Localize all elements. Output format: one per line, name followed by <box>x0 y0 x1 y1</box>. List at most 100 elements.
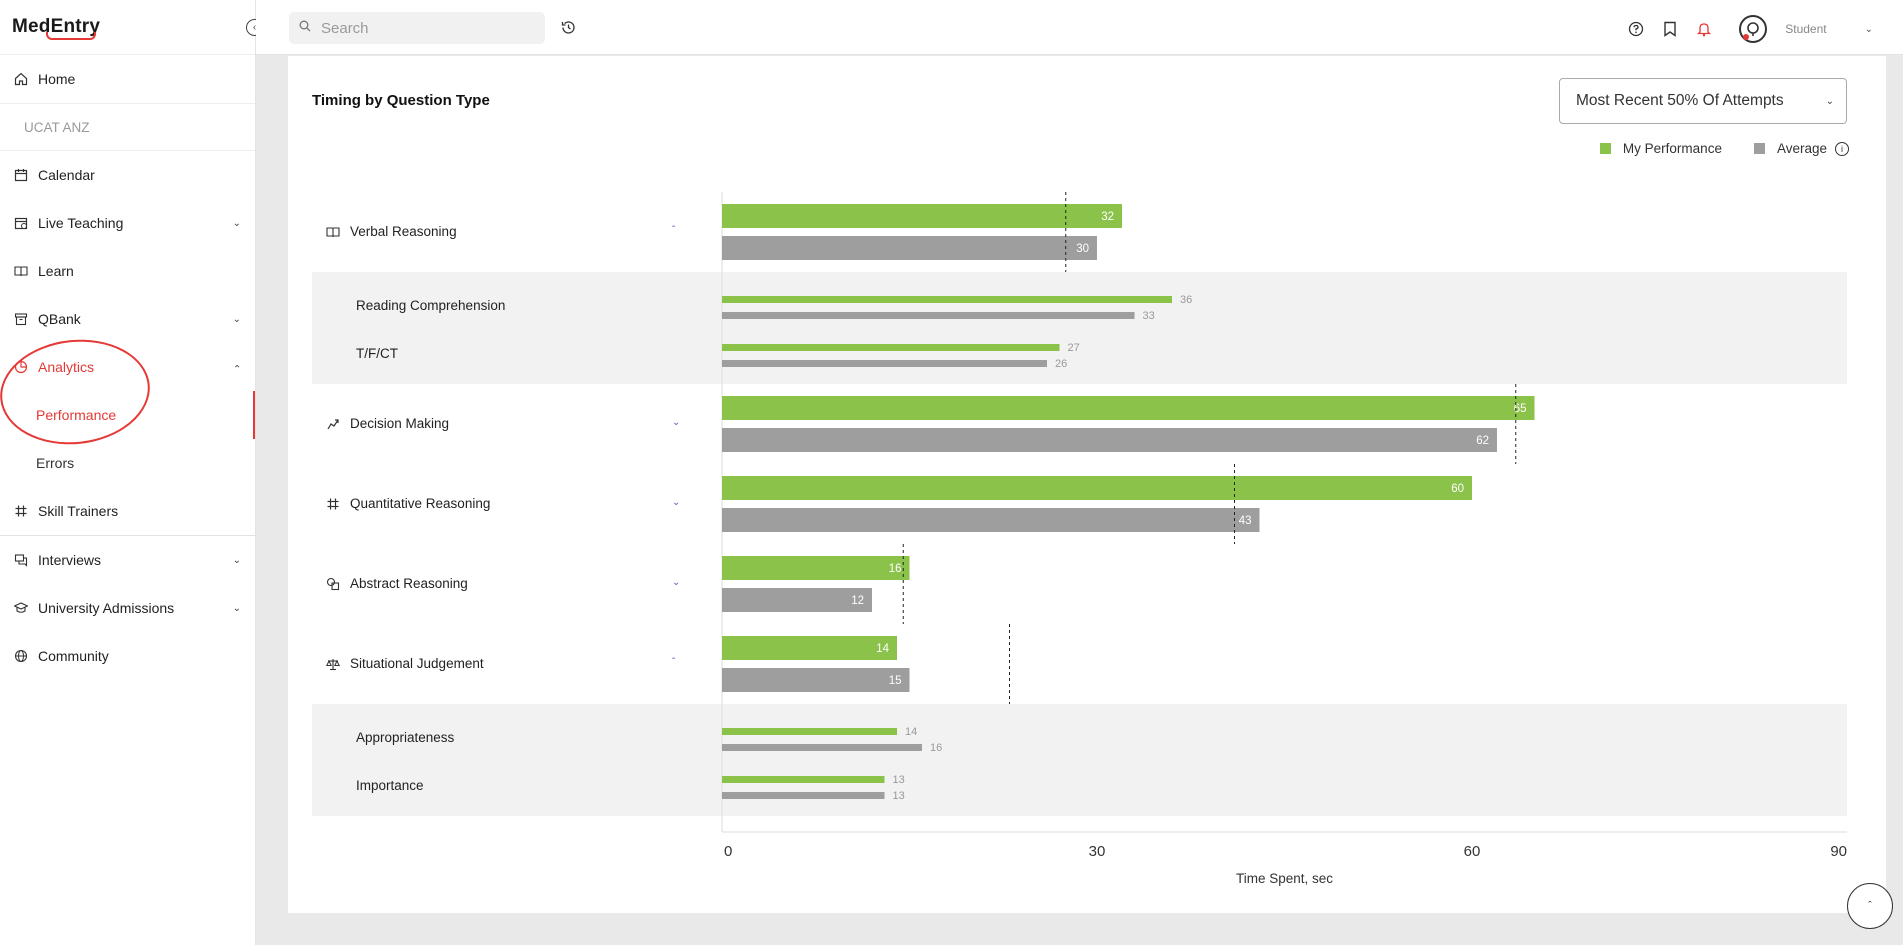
calendar-icon <box>13 167 29 183</box>
topbar: Student ⌄ <box>256 0 1903 55</box>
scales-icon <box>326 657 340 671</box>
sidebar-item-label: Skill Trainers <box>38 503 119 519</box>
legend-label-mine: My Performance <box>1622 141 1722 156</box>
logo[interactable]: MedEntry <box>12 16 101 37</box>
chevron-down-icon[interactable]: ⌄ <box>672 497 681 508</box>
sidebar-subitem-errors[interactable]: Errors <box>0 439 255 487</box>
row-label[interactable]: Abstract Reasoning <box>326 576 468 591</box>
bar-label-mine: 32 <box>1101 211 1114 223</box>
row-label[interactable]: Decision Making <box>326 416 449 431</box>
bar-label-average: 12 <box>851 595 864 607</box>
history-icon[interactable] <box>560 19 577 36</box>
bar-average <box>722 588 872 612</box>
chevron-up-icon[interactable]: ˆ <box>672 225 676 236</box>
sidebar-item-label: Home <box>38 71 76 87</box>
subcategory-label: Appropriateness <box>356 730 455 745</box>
sidebar-item-community[interactable]: Community <box>0 632 255 680</box>
chevron-up-icon[interactable]: ˆ <box>672 657 676 668</box>
chevron-up-icon[interactable]: ⌄ <box>232 361 241 373</box>
subbar-mine <box>722 344 1060 351</box>
dropdown-value: Most Recent 50% Of Attempts <box>1576 92 1784 109</box>
decision-icon <box>326 417 340 431</box>
row-label[interactable]: Situational Judgement <box>326 656 484 671</box>
hash-icon <box>13 503 29 519</box>
row-label[interactable]: Verbal Reasoning <box>326 224 457 239</box>
sidebar-item-live-teaching[interactable]: Live Teaching ⌄ <box>0 199 255 247</box>
sidebar-divider <box>0 535 255 536</box>
help-icon[interactable] <box>1627 20 1645 38</box>
sidebar-item-home[interactable]: Home <box>0 55 255 103</box>
bar-average <box>722 428 1497 452</box>
sidebar: MedEntry Home UCAT ANZ Calendar Live Tea… <box>0 0 256 945</box>
bar-average <box>722 668 910 692</box>
sidebar-subitem-performance[interactable]: Performance <box>0 391 255 439</box>
bar-label-mine: 60 <box>1451 483 1464 495</box>
subbar-mine <box>722 776 885 783</box>
sidebar-item-learn[interactable]: Learn <box>0 247 255 295</box>
chevron-left-icon: ‹ <box>252 22 257 33</box>
user-name[interactable]: Student <box>1785 22 1827 36</box>
chevron-down-icon[interactable]: ⌄ <box>672 577 681 588</box>
bar-label-average: 43 <box>1239 515 1252 527</box>
subbar-average <box>722 744 922 751</box>
sidebar-item-skill-trainers[interactable]: Skill Trainers <box>0 487 255 535</box>
chevron-down-icon[interactable]: ⌄ <box>1864 23 1873 35</box>
row-label-text: Verbal Reasoning <box>350 224 457 239</box>
info-icon[interactable]: i <box>1835 141 1849 156</box>
chevron-up-icon: ˆ <box>1868 900 1872 912</box>
chevron-down-icon[interactable]: ⌄ <box>232 554 241 566</box>
search-input[interactable] <box>321 19 521 37</box>
sidebar-item-qbank[interactable]: QBank ⌄ <box>0 295 255 343</box>
legend-item-mine: My Performance <box>1599 141 1722 156</box>
row-label-text: Situational Judgement <box>350 656 484 671</box>
chevron-down-icon[interactable]: ⌄ <box>672 417 681 428</box>
bar-average <box>722 236 1097 260</box>
sidebar-item-label: Live Teaching <box>38 215 124 231</box>
book-icon <box>326 225 340 239</box>
chat-icon <box>13 552 29 568</box>
bar-average <box>722 508 1260 532</box>
row-label[interactable]: Quantitative Reasoning <box>326 496 490 511</box>
row-label-text: Decision Making <box>350 416 450 431</box>
legend-item-average: Average i <box>1753 141 1849 156</box>
sidebar-item-label: Community <box>38 648 109 664</box>
subbar-mine <box>722 728 897 735</box>
subcategory-label: Importance <box>356 778 424 793</box>
live-teaching-icon <box>13 215 29 231</box>
sidebar-item-label: QBank <box>38 311 81 327</box>
subbar-label-mine: 36 <box>1180 294 1192 306</box>
bar-label-average: 15 <box>889 675 902 687</box>
globe-icon <box>13 648 29 664</box>
legend-swatch-average <box>1753 143 1765 154</box>
subbar-mine <box>722 296 1172 303</box>
sidebar-item-label: Interviews <box>38 552 102 568</box>
sidebar-item-interviews[interactable]: Interviews ⌄ <box>0 536 255 584</box>
bookmark-icon[interactable] <box>1661 20 1679 38</box>
subbar-average <box>722 360 1047 367</box>
search-icon <box>299 19 311 37</box>
chevron-down-icon[interactable]: ⌄ <box>232 602 241 614</box>
subbar-label-mine: 27 <box>1068 342 1080 354</box>
status-dot <box>1743 34 1750 40</box>
chevron-down-icon[interactable]: ⌄ <box>232 313 241 325</box>
row-label-text: Abstract Reasoning <box>350 576 468 591</box>
attempts-filter-dropdown[interactable]: Most Recent 50% Of Attempts ⌄ <box>1559 78 1847 124</box>
sidebar-item-university-admissions[interactable]: University Admissions ⌄ <box>0 584 255 632</box>
x-axis-label: Time Spent, sec <box>1236 871 1333 886</box>
bell-icon[interactable] <box>1695 20 1713 38</box>
avatar[interactable] <box>1739 15 1768 43</box>
subbar-label-average: 16 <box>930 742 942 754</box>
search-box <box>289 12 545 44</box>
scroll-to-top-button[interactable]: ˆ <box>1847 883 1893 929</box>
sidebar-item-label: Errors <box>36 455 75 471</box>
bar-mine <box>722 636 897 660</box>
subbar-average <box>722 792 885 799</box>
graduation-cap-icon <box>13 600 29 616</box>
sidebar-item-analytics[interactable]: Analytics ⌄ <box>0 343 255 391</box>
pie-chart-icon <box>13 359 29 375</box>
logo-swoosh <box>46 32 96 40</box>
bar-mine <box>722 476 1472 500</box>
bar-mine <box>722 556 910 580</box>
chevron-down-icon[interactable]: ⌄ <box>232 217 241 229</box>
sidebar-item-calendar[interactable]: Calendar <box>0 151 255 199</box>
